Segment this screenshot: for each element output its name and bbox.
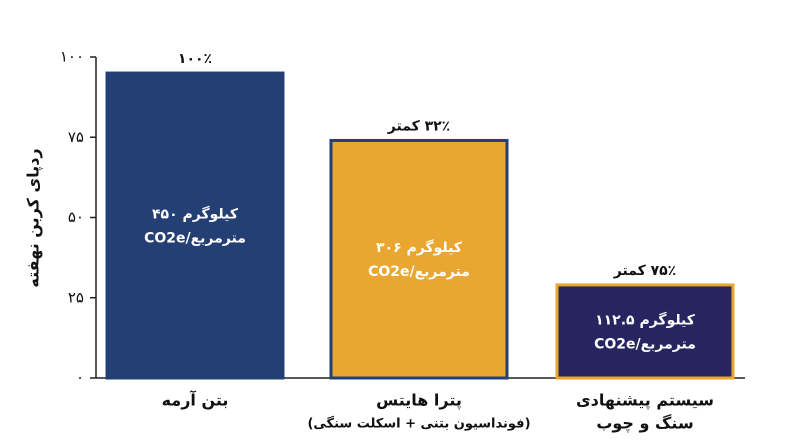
y-tick-label: ۵۰	[68, 208, 84, 226]
x-tick-label: سیستم پیشنهادی	[576, 391, 714, 411]
bar	[555, 283, 735, 380]
bar-label: ۱۰۰٪	[178, 51, 212, 67]
x-tick-label: (فونداسیون بتنی + اسکلت سنگی)	[307, 416, 530, 432]
x-tick-label: پترا هایتس	[376, 391, 462, 411]
y-tick-label: ۷۵	[68, 128, 84, 146]
bar-label: ۳۲٪ کمتر	[387, 118, 450, 134]
x-tick-label: بتن آرمه	[162, 390, 229, 410]
inner-label: CO2e/مترمربع	[594, 336, 696, 352]
y-tick-label: ۰	[76, 369, 84, 387]
inner-label: CO2e/مترمربع	[144, 231, 246, 247]
inner-label: ۱۱۲.۵ کیلوگرم	[595, 311, 696, 328]
inner-label: ۴۵۰ کیلوگرم	[152, 206, 239, 223]
y-tick-label: ۱۰۰	[60, 48, 84, 66]
y-tick-label: ۲۵	[68, 288, 84, 306]
y-axis-label: ردپای کربن نهفته	[24, 148, 44, 287]
x-tick-label: سنگ و چوب	[596, 414, 693, 434]
inner-label: CO2e/مترمربع	[368, 264, 470, 280]
bar	[329, 138, 509, 380]
inner-label: ۳۰۶ کیلوگرم	[376, 239, 463, 256]
bar	[105, 71, 285, 380]
bar-label: ۷۵٪ کمتر	[613, 263, 676, 279]
